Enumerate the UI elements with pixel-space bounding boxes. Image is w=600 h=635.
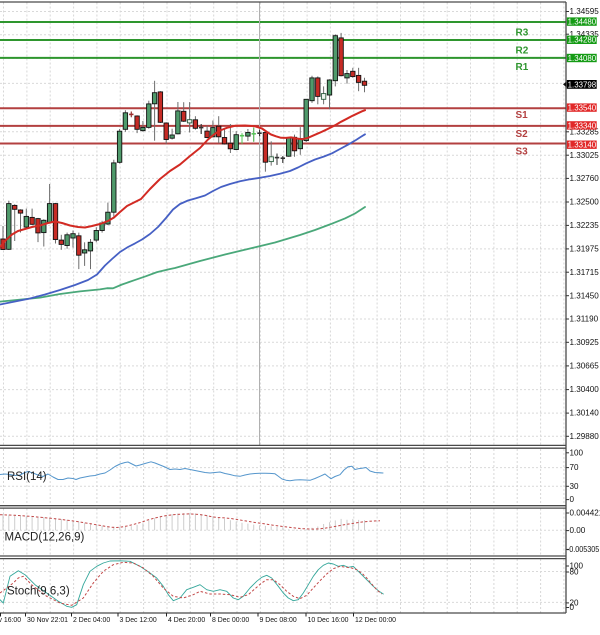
svg-text:28 Nov 16:00: 28 Nov 16:00 <box>0 617 21 624</box>
svg-text:1.33140: 1.33140 <box>568 141 597 150</box>
svg-text:R1: R1 <box>516 62 529 73</box>
svg-text:1.33798: 1.33798 <box>568 80 597 89</box>
svg-text:4 Dec 20:00: 4 Dec 20:00 <box>168 617 205 624</box>
svg-text:R2: R2 <box>516 45 529 56</box>
svg-text:S1: S1 <box>516 110 529 121</box>
svg-text:0.004421: 0.004421 <box>570 509 600 518</box>
svg-text:RSI(14): RSI(14) <box>7 471 47 483</box>
svg-text:1.34480: 1.34480 <box>568 18 597 27</box>
svg-text:MACD(12,26,9): MACD(12,26,9) <box>5 531 85 543</box>
svg-text:1.31715: 1.31715 <box>570 268 600 277</box>
svg-text:3 Dec 12:00: 3 Dec 12:00 <box>120 617 157 624</box>
svg-text:1.31975: 1.31975 <box>570 245 600 254</box>
svg-text:30 Nov 22:01: 30 Nov 22:01 <box>27 617 68 624</box>
svg-text:1.32500: 1.32500 <box>570 198 600 207</box>
svg-text:1.33340: 1.33340 <box>568 121 597 130</box>
svg-text:1.33025: 1.33025 <box>570 151 600 160</box>
svg-text:1.31190: 1.31190 <box>570 315 599 324</box>
svg-text:70: 70 <box>570 463 580 472</box>
svg-text:100: 100 <box>570 448 584 457</box>
svg-text:S2: S2 <box>516 129 529 140</box>
svg-text:Stoch(9,6,3): Stoch(9,6,3) <box>7 586 70 598</box>
svg-text:S3: S3 <box>516 147 529 158</box>
svg-text:9 Dec 08:00: 9 Dec 08:00 <box>260 617 297 624</box>
svg-text:-0.005305: -0.005305 <box>567 545 600 554</box>
svg-text:1.32760: 1.32760 <box>570 174 600 183</box>
svg-text:1.34080: 1.34080 <box>568 54 597 63</box>
svg-text:2 Dec 04:00: 2 Dec 04:00 <box>73 617 110 624</box>
svg-text:1.32235: 1.32235 <box>570 221 600 230</box>
svg-text:1.33540: 1.33540 <box>568 104 597 113</box>
svg-text:1.34280: 1.34280 <box>568 36 597 45</box>
svg-text:80: 80 <box>570 568 580 577</box>
svg-text:R3: R3 <box>516 27 529 38</box>
svg-text:8 Dec 00:00: 8 Dec 00:00 <box>212 617 249 624</box>
svg-text:0: 0 <box>570 603 575 612</box>
svg-text:1.30925: 1.30925 <box>570 338 600 347</box>
svg-text:1.29880: 1.29880 <box>570 432 600 441</box>
svg-text:1.34595: 1.34595 <box>570 7 600 16</box>
svg-text:1.30665: 1.30665 <box>570 362 600 371</box>
svg-text:12 Dec 00:00: 12 Dec 00:00 <box>355 617 396 624</box>
svg-text:10 Dec 16:00: 10 Dec 16:00 <box>308 617 349 624</box>
svg-text:0: 0 <box>570 495 575 504</box>
svg-text:30: 30 <box>570 482 580 491</box>
svg-text:1.31450: 1.31450 <box>570 291 600 300</box>
svg-text:1.30400: 1.30400 <box>570 385 600 394</box>
svg-text:1.30140: 1.30140 <box>570 409 600 418</box>
svg-text:0.00: 0.00 <box>570 526 586 535</box>
